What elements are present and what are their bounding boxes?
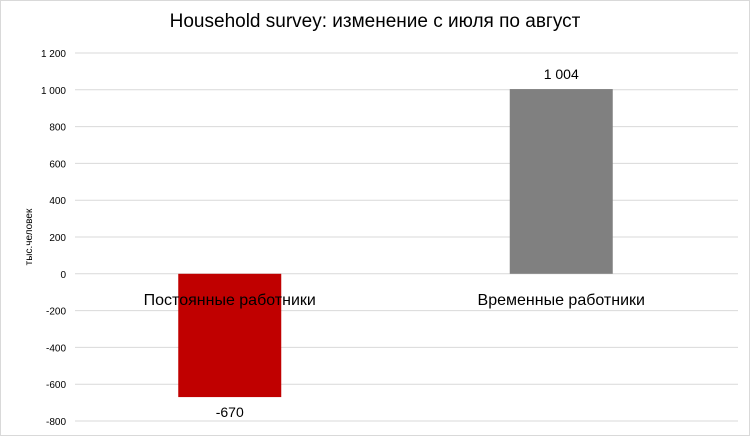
y-axis-label: тыс.человек xyxy=(24,208,35,265)
bar xyxy=(509,89,613,274)
bars xyxy=(178,89,613,398)
y-tick-label: -200 xyxy=(46,307,66,318)
chart-title: Household survey: изменение с июля по ав… xyxy=(169,11,581,32)
y-tick-label: 1 200 xyxy=(41,49,66,60)
y-axis-ticks: -800 -600 -400 -200 0 200 400 600 800 1 000 1 200 xyxy=(41,49,66,428)
y-tick-label: 400 xyxy=(49,196,66,207)
y-tick-label: -400 xyxy=(46,343,66,354)
y-tick-label: 1 000 xyxy=(41,86,66,97)
y-tick-label: -800 xyxy=(46,417,66,428)
y-tick-label: 200 xyxy=(49,233,66,244)
bar xyxy=(178,273,282,398)
data-label: -670 xyxy=(216,404,244,420)
y-tick-label: 800 xyxy=(49,123,66,134)
data-label: 1 004 xyxy=(544,66,579,82)
category-label: Постоянные работники xyxy=(144,292,316,309)
category-label: Временные работники xyxy=(478,292,645,309)
y-tick-label: 600 xyxy=(49,159,66,170)
y-tick-label: 0 xyxy=(60,270,66,281)
gridlines xyxy=(75,52,738,422)
data-labels: -670 Постоянные работники 1 004 Временные р… xyxy=(144,66,645,420)
y-tick-label: -600 xyxy=(46,380,66,391)
